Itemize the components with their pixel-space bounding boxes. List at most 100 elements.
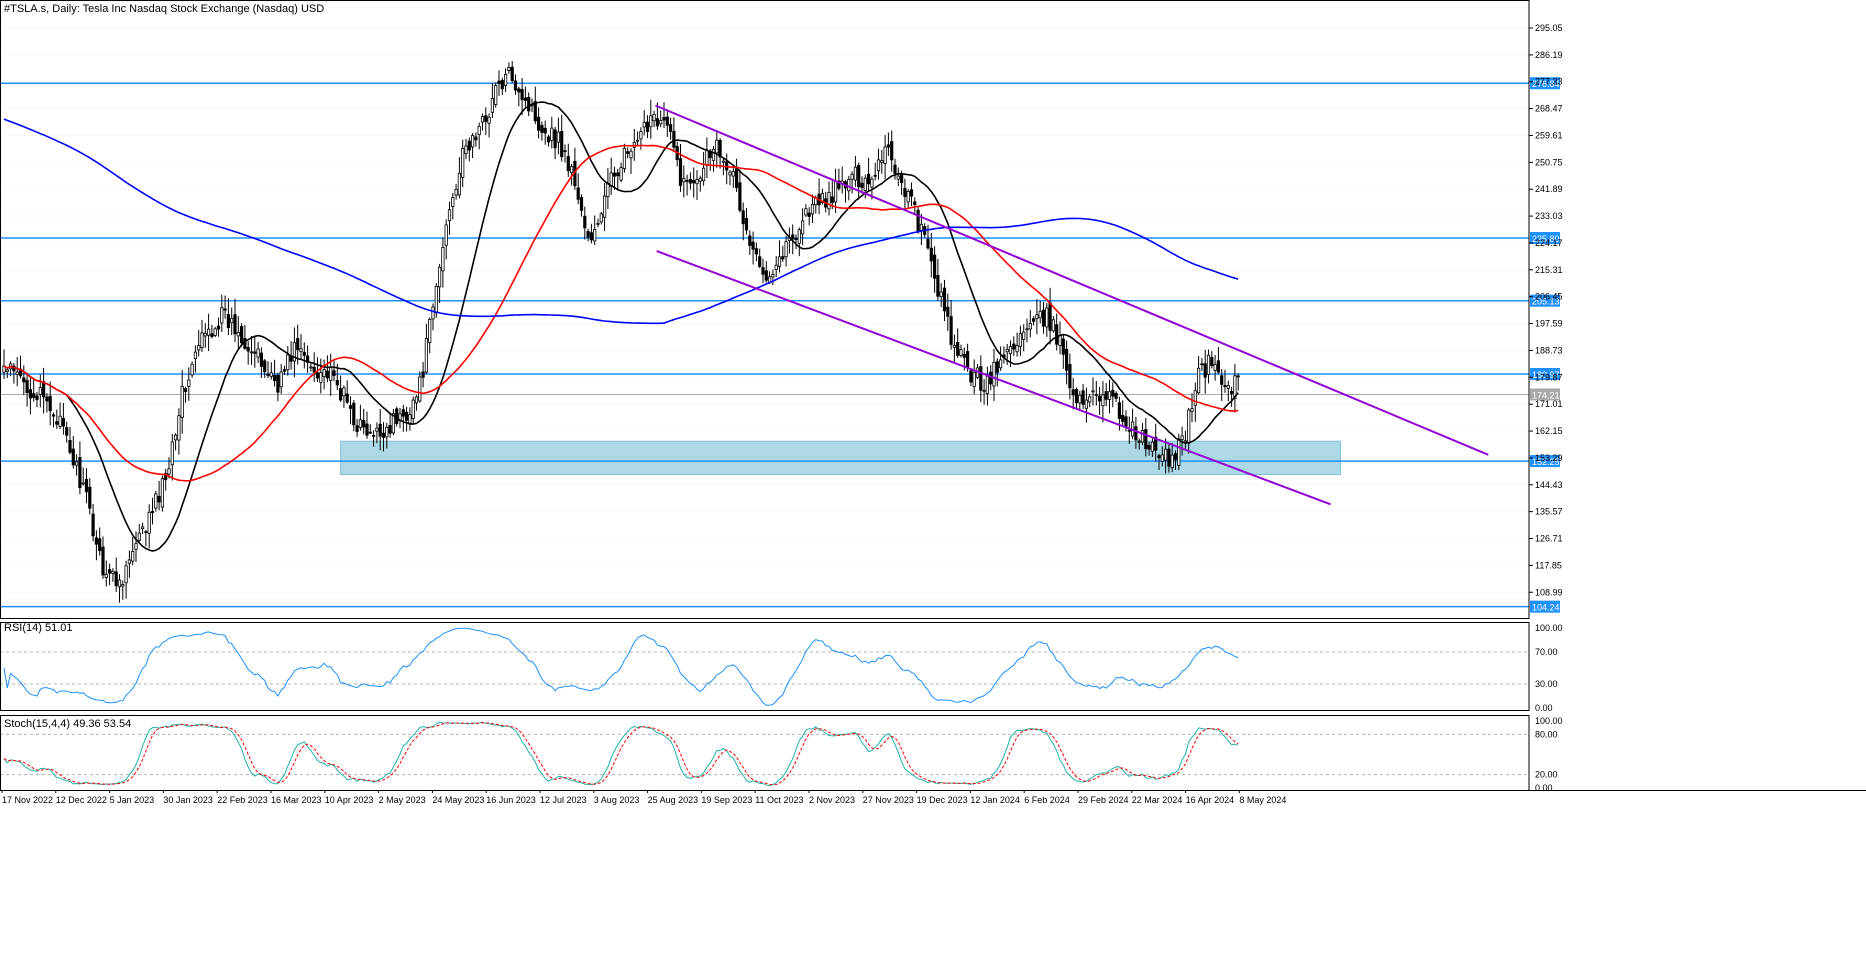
candle-body bbox=[1150, 441, 1154, 452]
level-price-label: 104.24 bbox=[1532, 603, 1560, 613]
candle-body bbox=[751, 241, 755, 250]
current-price-tag bbox=[1530, 388, 1560, 401]
candle-body bbox=[292, 342, 297, 362]
candle-body bbox=[586, 231, 590, 238]
candle-body bbox=[1114, 393, 1118, 399]
candle-body bbox=[857, 164, 861, 188]
candle-body bbox=[916, 209, 920, 232]
candle-body bbox=[919, 223, 924, 231]
time-tick-label: 22 Feb 2023 bbox=[217, 795, 268, 805]
candle-body bbox=[1045, 307, 1049, 328]
chart-frame bbox=[0, 0, 1866, 791]
candle-body bbox=[992, 361, 996, 387]
candle-body bbox=[61, 417, 66, 427]
candle-body bbox=[1167, 448, 1171, 467]
candle-body bbox=[65, 427, 69, 436]
candle-body bbox=[431, 306, 435, 320]
candle-body bbox=[276, 374, 280, 393]
time-tick-label: 6 Feb 2024 bbox=[1024, 795, 1070, 805]
candle-body bbox=[1203, 363, 1207, 378]
candle-body bbox=[197, 345, 201, 351]
candle-body bbox=[972, 371, 976, 387]
candle-body bbox=[111, 570, 115, 574]
candle-body bbox=[652, 113, 656, 122]
time-tick-label: 19 Dec 2023 bbox=[917, 795, 968, 805]
candle-body bbox=[454, 188, 458, 196]
candle-body bbox=[906, 191, 910, 203]
level-price-label: 152.25 bbox=[1532, 457, 1560, 467]
candle-body bbox=[319, 372, 323, 383]
candle-body bbox=[1140, 430, 1145, 443]
candle-body bbox=[461, 148, 465, 178]
candle-body bbox=[1124, 416, 1128, 427]
candle-body bbox=[761, 267, 765, 275]
candle-body bbox=[15, 371, 19, 375]
candle-body bbox=[121, 584, 125, 587]
candle-body bbox=[781, 256, 785, 260]
rsi-tick-label: 100.00 bbox=[1535, 623, 1563, 633]
candle-body bbox=[1121, 414, 1125, 422]
candle-body bbox=[1147, 445, 1151, 450]
price-tick-label: 268.47 bbox=[1535, 104, 1563, 114]
candle-body bbox=[266, 373, 270, 376]
price-tick-label: 295.05 bbox=[1535, 23, 1563, 33]
candle-body bbox=[147, 511, 151, 534]
candle-body bbox=[962, 353, 966, 358]
time-tick-label: 27 Nov 2023 bbox=[863, 795, 914, 805]
candle-body bbox=[903, 187, 907, 197]
candle-body bbox=[1183, 440, 1187, 443]
candle-body bbox=[362, 420, 366, 428]
candle-body bbox=[900, 173, 904, 184]
candle-body bbox=[510, 66, 514, 82]
candle-body bbox=[655, 118, 660, 127]
candle-body bbox=[810, 203, 815, 215]
candle-body bbox=[1058, 334, 1062, 346]
candle-body bbox=[880, 160, 884, 163]
candle-body bbox=[1065, 348, 1069, 371]
price-tick-label: 108.99 bbox=[1535, 587, 1563, 597]
candle-body bbox=[758, 256, 762, 267]
candle-body bbox=[1088, 396, 1092, 403]
candle-body bbox=[42, 381, 46, 398]
candle-body bbox=[71, 448, 75, 466]
time-tick-label: 3 Aug 2023 bbox=[594, 795, 640, 805]
candle-body bbox=[134, 543, 138, 550]
candle-body bbox=[982, 389, 986, 392]
candle-body bbox=[84, 479, 89, 493]
price-tick-label: 233.03 bbox=[1535, 211, 1563, 221]
level-price-tag bbox=[1530, 600, 1560, 613]
candle-body bbox=[682, 178, 686, 183]
candle-body bbox=[190, 363, 194, 376]
candle-body bbox=[599, 213, 603, 223]
candle-body bbox=[48, 395, 52, 412]
candle-body bbox=[589, 232, 594, 241]
moving-average-mid bbox=[3, 144, 1239, 482]
price-tick-label: 144.43 bbox=[1535, 480, 1563, 490]
time-tick-label: 12 Dec 2022 bbox=[56, 795, 107, 805]
price-tick-label: 179.87 bbox=[1535, 372, 1563, 382]
candle-body bbox=[966, 351, 970, 368]
time-tick-label: 22 Mar 2024 bbox=[1132, 795, 1183, 805]
candle-body bbox=[926, 238, 930, 249]
price-tick-label: 206.45 bbox=[1535, 292, 1563, 302]
price-tick-label: 286.19 bbox=[1535, 50, 1563, 60]
candle-body bbox=[1134, 426, 1138, 441]
candle-body bbox=[688, 178, 693, 184]
time-tick-label: 16 Apr 2024 bbox=[1186, 795, 1235, 805]
candle-body bbox=[886, 144, 891, 148]
candle-body bbox=[385, 426, 389, 438]
candle-body bbox=[38, 387, 42, 395]
candle-body bbox=[540, 124, 544, 133]
candle-body bbox=[1038, 310, 1042, 319]
candle-body bbox=[345, 393, 349, 403]
candle-body bbox=[698, 177, 702, 182]
candle-body bbox=[480, 116, 485, 123]
candle-body bbox=[246, 347, 250, 352]
candle-body bbox=[239, 325, 244, 344]
candle-body bbox=[794, 238, 798, 241]
candle-body bbox=[470, 135, 475, 148]
candle-body bbox=[256, 348, 260, 358]
candle-body bbox=[606, 182, 610, 198]
candle-body bbox=[55, 421, 59, 425]
